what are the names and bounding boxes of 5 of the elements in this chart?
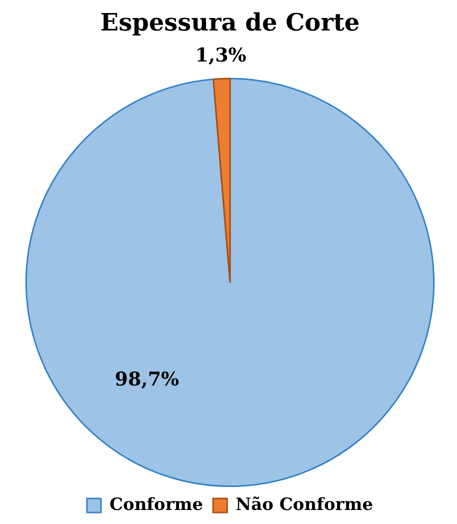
chart-title: Espessura de Corte [100,8,360,37]
data-label: 98,7% [114,368,180,390]
legend-label: Conforme [109,494,204,515]
legend-label: Não Conforme [236,494,374,515]
data-label: 1,3% [195,44,246,67]
